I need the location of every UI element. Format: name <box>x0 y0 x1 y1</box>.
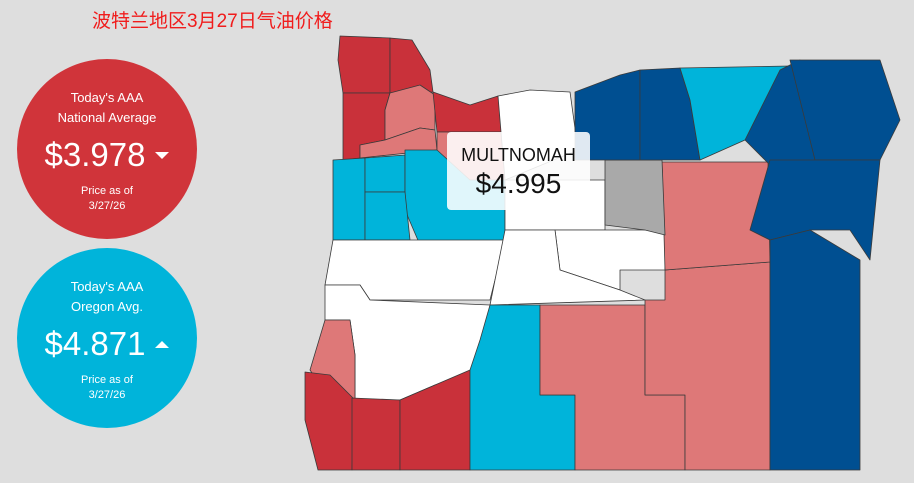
trend-up-icon <box>155 340 170 348</box>
national-average-badge: Today's AAA National Average $3.978 Price… <box>17 59 197 239</box>
county-baker[interactable] <box>749 159 881 261</box>
oregon-line2: Oregon Avg. <box>70 299 144 314</box>
county-polk[interactable] <box>364 154 406 193</box>
county-wallowa[interactable] <box>789 59 901 161</box>
national-line2: National Average <box>57 110 157 125</box>
tooltip-county-price: $4.995 <box>475 168 562 199</box>
trend-down-icon <box>155 151 170 159</box>
county-josephine[interactable] <box>351 397 401 471</box>
oregon-price: $4.871 <box>44 325 146 362</box>
oregon-asof-label: Price as of <box>81 374 133 386</box>
national-price: $3.978 <box>44 136 146 173</box>
national-line1: Today's AAA <box>70 90 144 105</box>
tooltip-county-name: MULTNOMAH <box>461 145 576 165</box>
oregon-date: 3/27/26 <box>88 389 126 401</box>
page-title: 波特兰地区3月27日气油价格 <box>92 11 333 32</box>
county-clatsop[interactable] <box>337 35 391 94</box>
county-benton[interactable] <box>364 191 411 241</box>
county-lincoln[interactable] <box>332 157 366 241</box>
county-wheeler[interactable] <box>604 159 666 236</box>
oregon-average-badge: Today's AAA Oregon Avg. $4.871 Price as o… <box>17 248 197 428</box>
national-date: 3/27/26 <box>88 200 126 212</box>
county-columbia[interactable] <box>389 37 434 94</box>
county-multnomah[interactable] <box>432 91 506 133</box>
county-tooltip: MULTNOMAH $4.995 <box>447 132 590 210</box>
county-malheur[interactable] <box>769 229 861 471</box>
oregon-line1: Today's AAA <box>70 279 144 294</box>
national-asof-label: Price as of <box>81 185 133 197</box>
